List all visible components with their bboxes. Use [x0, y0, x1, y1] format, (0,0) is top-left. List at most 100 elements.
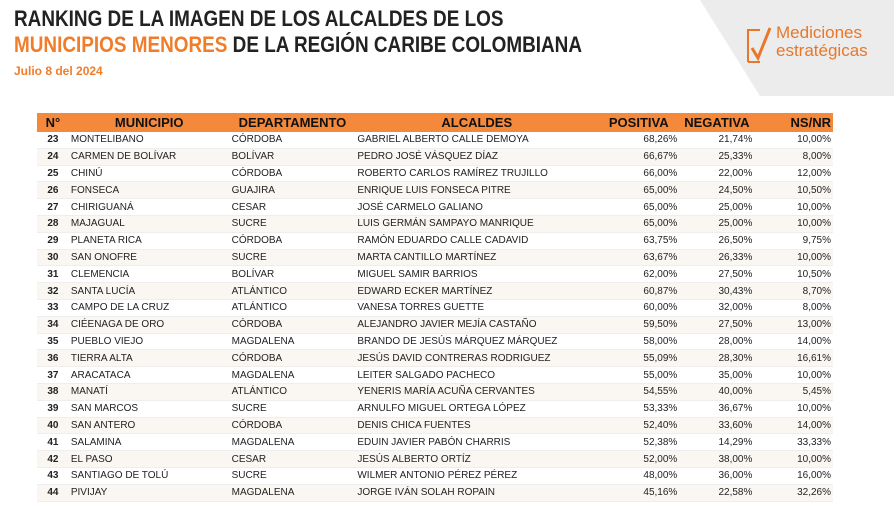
table-cell: 60,87% [598, 282, 680, 300]
table-cell: SUCRE [229, 215, 356, 233]
table-cell: 27,50% [679, 265, 755, 284]
table-cell: MANATÍ [68, 383, 230, 401]
table-cell: MAJAGUAL [68, 215, 230, 233]
table-cell: 37 [37, 366, 69, 384]
table-cell: 52,40% [598, 417, 680, 435]
table-cell: EL PASO [68, 450, 230, 468]
table-cell: 54,55% [598, 383, 680, 401]
table-cell: 16,61% [754, 349, 833, 368]
table-cell: 35,00% [679, 366, 755, 384]
title-line1: RANKING DE LA IMAGEN DE LOS ALCALDES DE … [14, 6, 504, 31]
logo: Mediciones estratégicas [776, 24, 868, 60]
table-cell: 52,00% [598, 450, 680, 468]
table-cell: 63,75% [598, 232, 680, 250]
table-cell: 10,00% [754, 450, 833, 468]
table-cell: CESAR [229, 198, 356, 216]
table-cell: VANESA TORRES GUETTE [355, 299, 599, 317]
table-cell: BRANDO DE JESÚS MÁRQUEZ MÁRQUEZ [355, 333, 599, 351]
decor [700, 0, 894, 96]
table-cell: GABRIEL ALBERTO CALLE DEMOYA [355, 132, 599, 149]
table-cell: 28,30% [679, 349, 755, 368]
date: Julio 8 del 2024 [14, 64, 103, 78]
logo-line1: Mediciones [776, 23, 862, 42]
table-cell: 40,00% [679, 383, 755, 401]
table-cell: 65,00% [598, 198, 680, 216]
table-cell: 59,50% [598, 316, 680, 334]
table-cell: 65,00% [598, 181, 680, 200]
table-row: 28 MAJAGUAL SUCRE LUIS GERMÁN SAMPAYO MANRI… [37, 215, 833, 233]
table-cell: 55,00% [598, 366, 680, 384]
table-cell: 27 [37, 198, 69, 216]
table-cell: 10,00% [754, 249, 833, 267]
table-row: 43 SANTIAGO DE TOLÚ SUCRE WILMER ANTONIO PÉ… [37, 467, 833, 485]
table-cell: 16,00% [754, 467, 833, 485]
table-cell: 9,75% [754, 232, 833, 250]
table-cell: 29 [37, 232, 69, 250]
table-cell: 26 [37, 181, 69, 200]
table-cell: 34 [37, 316, 69, 334]
table-cell: 36,67% [679, 400, 755, 418]
table-cell: CESAR [229, 450, 356, 468]
table-cell: MAGDALENA [229, 366, 356, 384]
table-cell: 25,33% [679, 148, 755, 166]
table-cell: SUCRE [229, 249, 356, 267]
table-cell: 8,00% [754, 148, 833, 166]
table-row: 36 TIERRA ALTA CÓRDOBA JESÚS DAVID CONTRERA… [37, 349, 833, 368]
logo-line2: estratégicas [776, 41, 868, 60]
table-cell: 43 [37, 467, 69, 485]
table-cell: CÓRDOBA [229, 232, 356, 250]
column-header: POSITIVA [598, 113, 680, 132]
table-cell: 28 [37, 215, 69, 233]
table-cell: SALAMINA [68, 433, 230, 452]
table-cell: 60,00% [598, 299, 680, 317]
table-cell: MONTELIBANO [68, 132, 230, 149]
table-row: 29 PLANETA RICA CÓRDOBA RAMÓN EDUARDO CALLE… [37, 232, 833, 250]
table-row: 42 EL PASO CESAR JESÚS ALBERTO ORTÍZ 52,00% 3… [37, 450, 833, 468]
table-cell: 31 [37, 265, 69, 284]
table-cell: 23 [37, 132, 69, 149]
table-row: 34 CIÉENAGA DE ORO CÓRDOBA ALEJANDRO JAVIER… [37, 316, 833, 334]
table-cell: 8,00% [754, 299, 833, 317]
table-cell: CÓRDOBA [229, 349, 356, 368]
table-cell: 10,00% [754, 132, 833, 149]
table-cell: 55,09% [598, 349, 680, 368]
table-cell: 66,67% [598, 148, 680, 166]
table-cell: 10,00% [754, 215, 833, 233]
table-cell: TIERRA ALTA [68, 349, 230, 368]
table-cell: 52,38% [598, 433, 680, 452]
table-row: 39 SAN MARCOS SUCRE ARNULFO MIGUEL ORTEGA L… [37, 400, 833, 418]
table-cell: 25,00% [679, 215, 755, 233]
table-row: 30 SAN ONOFRE SUCRE MARTA CANTILLO MARTÍNEZ… [37, 249, 833, 267]
table-cell: 26,50% [679, 232, 755, 250]
table-cell: 10,00% [754, 198, 833, 216]
table-cell: 25,00% [679, 198, 755, 216]
table-cell: PLANETA RICA [68, 232, 230, 250]
title-rest: DE LA REGIÓN CARIBE COLOMBIANA [232, 32, 582, 57]
table-cell: BOLÍVAR [229, 148, 356, 166]
table-cell: 30 [37, 249, 69, 267]
table-cell: 32,26% [754, 484, 833, 502]
table-cell: 26,33% [679, 249, 755, 267]
table-cell: EDUIN JAVIER PABÓN CHARRIS [355, 433, 599, 452]
table-cell: ATLÁNTICO [229, 299, 356, 317]
table-cell: CLEMENCIA [68, 265, 230, 284]
table-cell: SUCRE [229, 467, 356, 485]
table-cell: 48,00% [598, 467, 680, 485]
table-row: 27 CHIRIGUANÁ CESAR JOSÉ CARMELO GALIANO 65,… [37, 198, 833, 216]
table-cell: MARTA CANTILLO MARTÍNEZ [355, 249, 599, 267]
table-row: 25 CHINÚ CÓRDOBA ROBERTO CARLOS RAMÍREZ TRU… [37, 165, 833, 183]
table-cell: CHINÚ [68, 165, 230, 183]
table-cell: CÓRDOBA [229, 417, 356, 435]
table-cell: 39 [37, 400, 69, 418]
table-cell: 12,00% [754, 165, 833, 183]
table-cell: 42 [37, 450, 69, 468]
table-row: 41 SALAMINA MAGDALENA EDUIN JAVIER PABÓN CH… [37, 433, 833, 452]
table-cell: ATLÁNTICO [229, 383, 356, 401]
table-cell: JOSÉ CARMELO GALIANO [355, 198, 599, 216]
table-cell: CHIRIGUANÁ [68, 198, 230, 216]
table-cell: 30,43% [679, 282, 755, 300]
table-cell: CIÉENAGA DE ORO [68, 316, 230, 334]
table-cell: MAGDALENA [229, 484, 356, 502]
table-cell: 40 [37, 417, 69, 435]
table-cell: 62,00% [598, 265, 680, 284]
